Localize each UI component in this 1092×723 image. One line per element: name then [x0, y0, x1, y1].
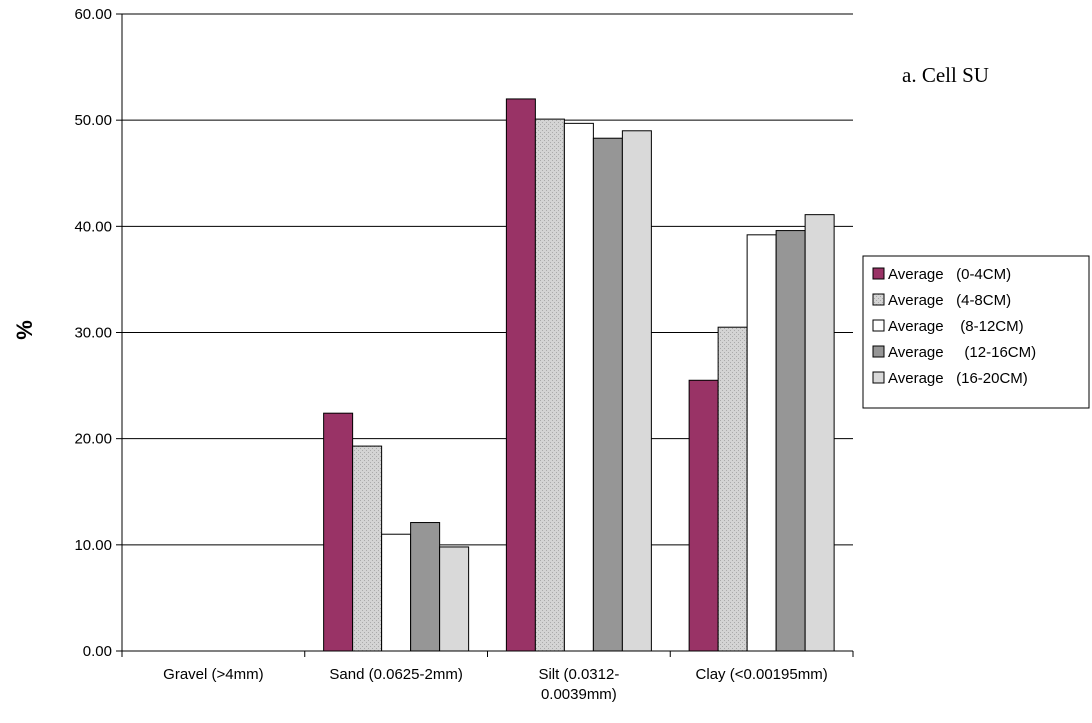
y-tick-label: 30.00 [74, 325, 112, 342]
legend-swatch [872, 267, 885, 280]
bar-series-3 [746, 234, 777, 652]
bar-series-2 [717, 326, 748, 652]
bar-series-5 [804, 214, 835, 652]
legend-label: Average (16-20CM) [888, 370, 1028, 387]
bar-series-1 [688, 379, 719, 652]
legend-label: Average (8-12CM) [888, 318, 1024, 335]
bar-series-5 [621, 130, 652, 652]
x-tick-label: Clay (<0.00195mm) [696, 666, 828, 683]
legend-swatch [872, 345, 885, 358]
y-tick-label: 10.00 [74, 537, 112, 554]
bar-series-4 [775, 230, 806, 652]
y-tick-label: 0.00 [83, 643, 112, 660]
legend: Average (0-4CM) Average (4-8CM) Average (8… [862, 255, 1090, 409]
x-tick-label: Gravel (>4mm) [163, 666, 263, 683]
bar-series-2 [352, 445, 383, 652]
y-axis-label: % [12, 320, 37, 340]
bar-series-1 [505, 98, 536, 652]
legend-swatch [872, 293, 885, 306]
x-tick-label: Sand (0.0625-2mm) [329, 666, 462, 683]
bar-series-4 [410, 522, 441, 652]
x-tick-label: Silt (0.0312- [538, 666, 619, 683]
y-tick-label: 50.00 [74, 112, 112, 129]
bar-series-5 [439, 546, 470, 652]
chart-annotation: a. Cell SU [902, 63, 989, 87]
bar-series-2 [534, 118, 565, 652]
bar-series-3 [563, 122, 594, 652]
bar-series-3 [381, 533, 412, 652]
legend-box [862, 255, 1090, 409]
bars [323, 98, 835, 652]
legend-label: Average (12-16CM) [888, 344, 1036, 361]
legend-swatch [872, 371, 885, 384]
y-tick-label: 60.00 [74, 6, 112, 23]
legend-label: Average (4-8CM) [888, 292, 1011, 309]
legend-swatch [872, 319, 885, 332]
bar-series-4 [592, 137, 623, 652]
legend-label: Average (0-4CM) [888, 266, 1011, 283]
y-tick-label: 20.00 [74, 431, 112, 448]
bar-series-1 [323, 412, 354, 652]
axis-labels: 0.00 10.00 20.00 30.00 40.00 50.00 60.00 Gravel… [74, 6, 827, 703]
y-tick-label: 40.00 [74, 218, 112, 235]
x-tick-label: 0.0039mm) [541, 686, 617, 703]
